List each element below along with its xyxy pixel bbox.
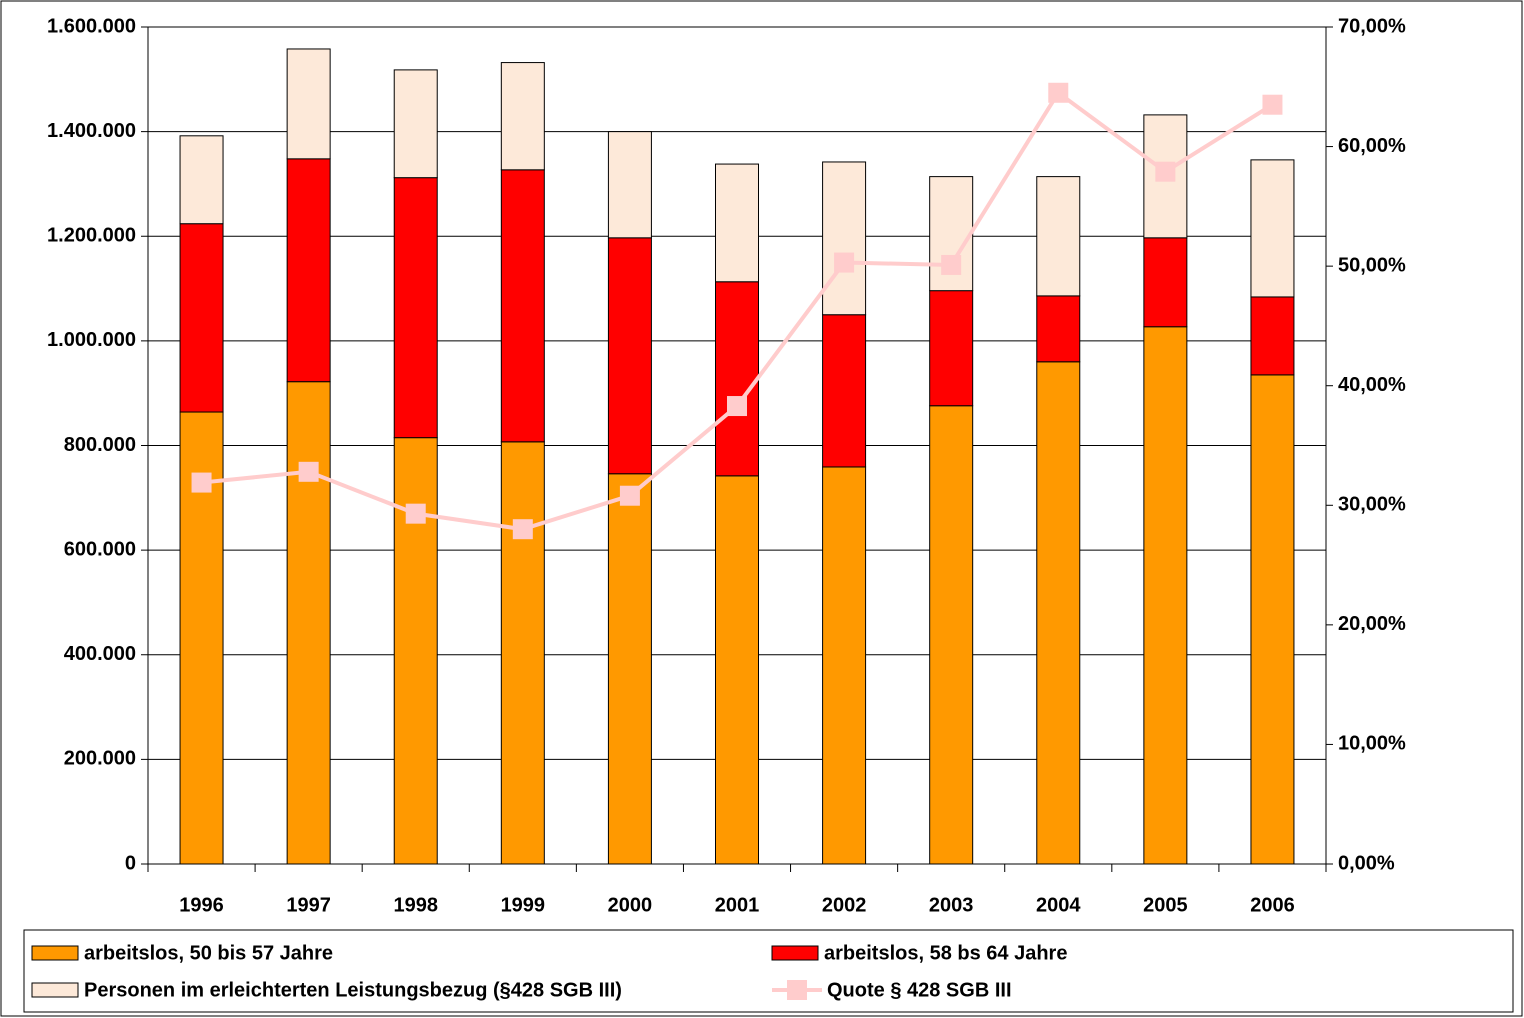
line-marker: [1048, 82, 1069, 103]
bar-segment: [607, 473, 652, 865]
bar-segment: [286, 48, 331, 160]
line-marker: [405, 503, 426, 524]
bar-segment: [822, 314, 867, 468]
line-marker: [1155, 161, 1176, 182]
bar-segment: [179, 223, 224, 413]
y-tick-label: 200.000: [64, 748, 136, 770]
y-tick-label: 1.600.000: [47, 15, 136, 37]
y2-tick-label: 60,00%: [1338, 135, 1406, 157]
x-tick-label: 2002: [822, 894, 867, 916]
y2-tick-label: 20,00%: [1338, 613, 1406, 635]
y2-tick-label: 40,00%: [1338, 374, 1406, 396]
bar-segment: [1143, 237, 1188, 328]
bar-segment: [286, 381, 331, 865]
x-tick-label: 2005: [1143, 894, 1188, 916]
x-tick-label: 1997: [286, 894, 331, 916]
bar-segment: [607, 237, 652, 475]
x-tick-label: 2003: [929, 894, 974, 916]
legend-swatch: [771, 945, 819, 961]
bar-segment: [1036, 361, 1081, 865]
bar-segment: [500, 169, 545, 443]
bar-segment: [607, 131, 652, 239]
legend-marker: [787, 980, 807, 1000]
bar-segment: [1036, 176, 1081, 297]
x-tick-label: 2000: [608, 894, 653, 916]
y2-tick-label: 50,00%: [1338, 254, 1406, 276]
legend-box: [23, 929, 1514, 1013]
bar-segment: [1250, 159, 1295, 298]
bar-segment: [286, 158, 331, 383]
y-tick-label: 800.000: [64, 434, 136, 456]
y2-tick-label: 70,00%: [1338, 15, 1406, 37]
line-marker: [941, 254, 962, 275]
y-tick-label: 600.000: [64, 538, 136, 560]
bar-segment: [822, 466, 867, 865]
legend-swatch: [31, 945, 79, 961]
y-tick-label: 0: [125, 852, 136, 874]
line-marker: [1262, 94, 1283, 115]
y-tick-label: 1.400.000: [47, 120, 136, 142]
bar-segment: [1250, 296, 1295, 376]
bar-segment: [715, 475, 759, 865]
bar-segment: [715, 281, 759, 477]
x-tick-label: 2001: [715, 894, 760, 916]
bar-segment: [1036, 295, 1081, 363]
legend-label: arbeitslos, 58 bs 64 Jahre: [824, 942, 1067, 964]
bar-segment: [715, 163, 759, 283]
bar-segment: [393, 177, 438, 439]
bar-segment: [179, 135, 224, 225]
bar-segment: [393, 437, 438, 865]
y-tick-label: 1.000.000: [47, 329, 136, 351]
bar-segment: [1250, 374, 1295, 865]
y2-tick-label: 30,00%: [1338, 494, 1406, 516]
line-marker: [512, 519, 533, 540]
line-marker: [619, 485, 640, 506]
y-tick-label: 1.200.000: [47, 225, 136, 247]
line-marker: [298, 461, 319, 482]
bar-segment: [822, 161, 867, 316]
bar-segment: [929, 290, 974, 407]
y2-tick-label: 0,00%: [1338, 852, 1395, 874]
bar-segment: [393, 69, 438, 179]
y-tick-label: 400.000: [64, 643, 136, 665]
legend-swatch: [31, 982, 79, 998]
legend-label: arbeitslos, 50 bis 57 Jahre: [84, 942, 333, 964]
line-marker: [191, 472, 212, 493]
bar-segment: [1143, 326, 1188, 865]
x-tick-label: 1996: [179, 894, 224, 916]
y2-tick-label: 10,00%: [1338, 733, 1406, 755]
legend-label: Personen im erleichterten Leistungsbezug…: [84, 979, 622, 1001]
line-marker: [727, 396, 747, 417]
bar-segment: [500, 441, 545, 865]
x-tick-label: 1998: [393, 894, 438, 916]
line-marker: [834, 252, 855, 273]
bar-segment: [929, 405, 974, 865]
legend-label: Quote § 428 SGB III: [827, 979, 1012, 1001]
x-tick-label: 2004: [1036, 894, 1081, 916]
bar-segment: [500, 62, 545, 171]
x-tick-label: 2006: [1250, 894, 1295, 916]
x-tick-label: 1999: [501, 894, 546, 916]
